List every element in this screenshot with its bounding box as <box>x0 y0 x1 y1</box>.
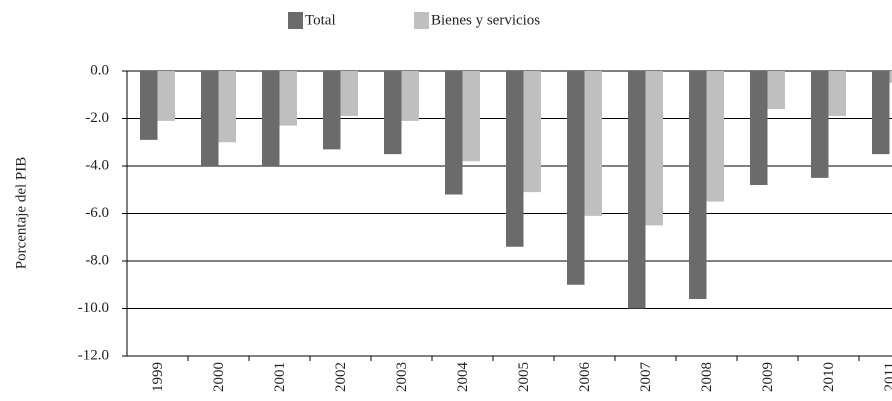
x-tick-label: 2001 <box>272 362 288 392</box>
y-tick-label: -2.0 <box>85 110 109 126</box>
y-tick-label: -12.0 <box>78 347 109 363</box>
bar <box>889 71 892 83</box>
y-tick-label: -6.0 <box>85 205 109 221</box>
x-tick-label: 2000 <box>211 362 227 392</box>
bar <box>767 71 785 109</box>
bar <box>828 71 846 117</box>
legend-label: Total <box>305 12 336 28</box>
bar <box>689 71 707 299</box>
legend-swatch <box>288 12 303 29</box>
bar <box>340 71 358 117</box>
y-tick-label: 0.0 <box>90 62 109 78</box>
bar <box>445 71 463 195</box>
bar <box>811 71 829 178</box>
bar <box>218 71 236 143</box>
x-tick-label: 2005 <box>516 362 532 392</box>
bar <box>140 71 158 140</box>
bar <box>628 71 646 309</box>
bar <box>201 71 219 166</box>
y-tick-label: -10.0 <box>78 300 109 316</box>
x-tick-label: 2004 <box>455 362 471 393</box>
x-tick-label: 1999 <box>150 362 166 392</box>
x-tick-label: 2006 <box>577 362 593 393</box>
y-tick-label: -8.0 <box>85 252 109 268</box>
bar <box>384 71 402 155</box>
x-tick-label: 2009 <box>760 362 776 392</box>
x-tick-label: 2011 <box>882 362 892 391</box>
bar <box>750 71 768 185</box>
bar <box>872 71 890 155</box>
legend-swatch <box>414 12 429 29</box>
bar <box>706 71 724 202</box>
bar <box>506 71 524 247</box>
bar <box>645 71 663 226</box>
bar <box>584 71 602 216</box>
bar <box>523 71 541 193</box>
bar <box>401 71 419 121</box>
bar <box>462 71 480 162</box>
bar <box>262 71 280 166</box>
y-axis-label: Porcentaje del PIB <box>13 157 29 269</box>
bar <box>567 71 585 285</box>
bar <box>323 71 341 150</box>
x-tick-label: 2008 <box>699 362 715 392</box>
bar <box>279 71 297 126</box>
legend-label: Bienes y servicios <box>431 12 540 28</box>
x-tick-label: 2003 <box>394 362 410 392</box>
x-tick-label: 2007 <box>638 362 654 393</box>
x-tick-label: 2002 <box>333 362 349 392</box>
y-tick-label: -4.0 <box>85 157 109 173</box>
bar <box>157 71 175 121</box>
x-tick-label: 2010 <box>821 362 837 392</box>
